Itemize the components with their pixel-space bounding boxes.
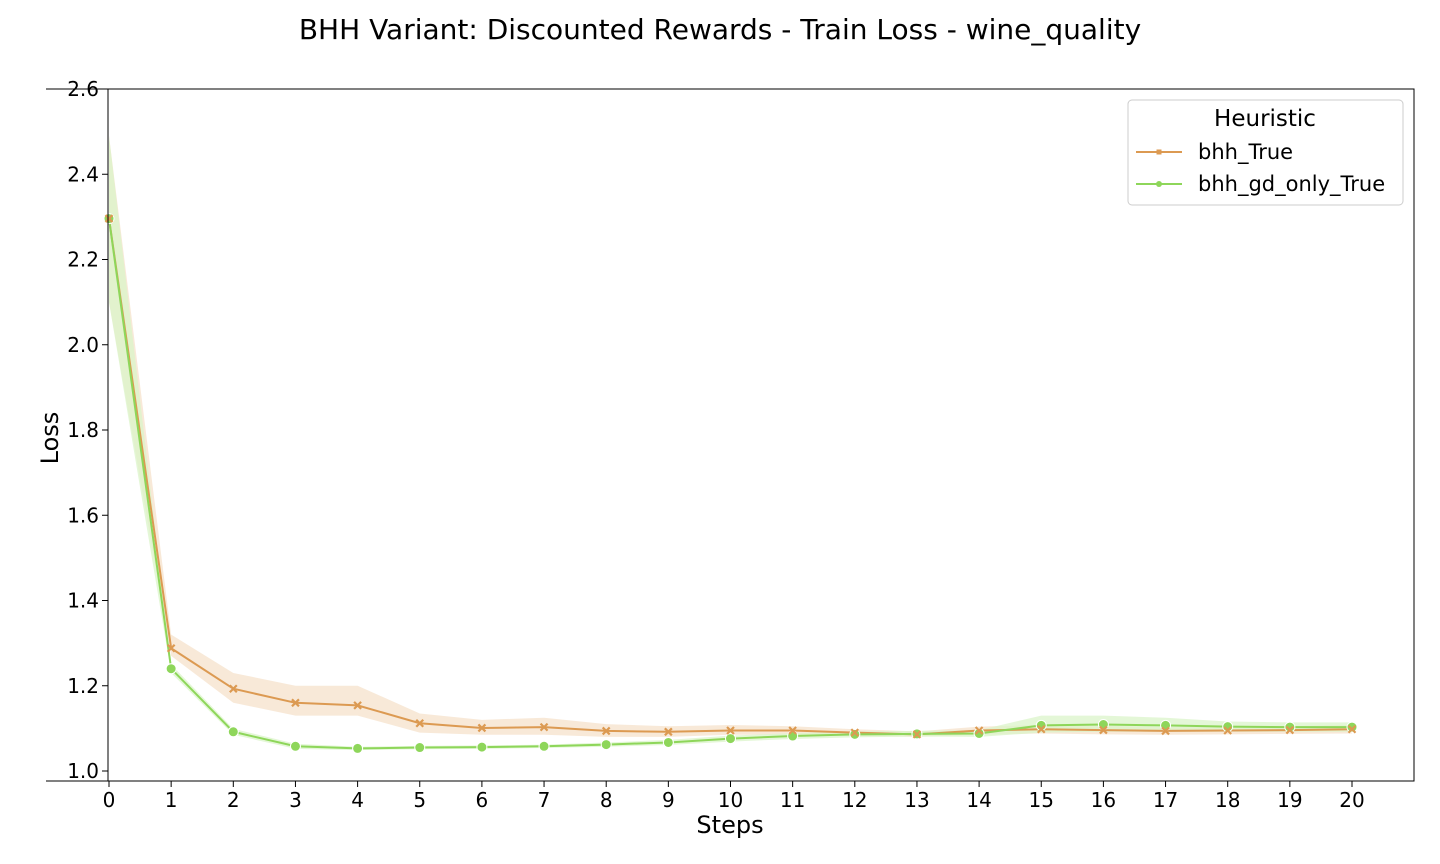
y-tick-label: 1.6 bbox=[67, 503, 99, 527]
x-axis-label: Steps bbox=[696, 811, 763, 839]
band-bhh-True bbox=[109, 135, 1352, 737]
point-bhh-True-10 bbox=[726, 726, 735, 735]
point-bhh-True-5 bbox=[415, 718, 425, 728]
point-bhh-True-8 bbox=[601, 726, 611, 736]
point-bhh-gd-only-True-6 bbox=[476, 741, 488, 753]
x-tick-label: 9 bbox=[662, 788, 675, 812]
y-tick-label: 1.0 bbox=[67, 759, 99, 783]
x-tick-label: 4 bbox=[351, 788, 364, 812]
point-bhh-gd-only-True-4 bbox=[352, 742, 364, 754]
x-tick-label: 14 bbox=[966, 788, 991, 812]
point-bhh-True-16 bbox=[1099, 725, 1108, 735]
x-tick-label: 3 bbox=[289, 788, 302, 812]
x-tick-label: 5 bbox=[413, 788, 426, 812]
point-bhh-True-7 bbox=[539, 722, 549, 732]
chart-title: BHH Variant: Discounted Rewards - Train … bbox=[299, 13, 1141, 46]
point-bhh-gd-only-True-5 bbox=[414, 742, 426, 754]
legend-box bbox=[1127, 99, 1404, 206]
x-tick-label: 18 bbox=[1215, 788, 1240, 812]
line-bhh-gd-only-True bbox=[108, 218, 1352, 750]
y-tick-label: 2.6 bbox=[67, 77, 99, 101]
point-bhh-gd-only-True-8 bbox=[600, 739, 612, 751]
x-tick-label: 10 bbox=[718, 788, 743, 812]
x-tick-label: 12 bbox=[842, 788, 867, 812]
point-bhh-gd-only-True-2 bbox=[227, 726, 239, 738]
y-axis-ticks: 1.0 1.2 1.4 1.6 1.8 2.0 2.2 2.4 2.6 bbox=[67, 77, 108, 783]
point-bhh-gd-only-True-9 bbox=[662, 736, 674, 748]
legend-entries: bhh_True bhh_gd_only_True bbox=[1136, 140, 1385, 197]
point-bhh-True-15 bbox=[1036, 724, 1046, 734]
legend-label-bhh-True: bhh_True bbox=[1198, 140, 1293, 165]
x-axis-ticks: 0 1 2 3 4 5 6 7 8 9 10 11 12 13 14 15 16 17 18 19 20 bbox=[103, 781, 1365, 812]
y-tick-label: 2.2 bbox=[67, 248, 99, 272]
point-bhh-True-3 bbox=[291, 698, 300, 708]
point-bhh-True-18 bbox=[1223, 726, 1232, 735]
confidence-bands bbox=[109, 135, 1352, 751]
point-bhh-True-11 bbox=[788, 726, 797, 735]
plot-frame bbox=[107, 88, 1415, 782]
x-tick-label: 16 bbox=[1091, 788, 1116, 812]
x-tick-label: 1 bbox=[165, 788, 178, 812]
x-tick-label: 20 bbox=[1339, 788, 1364, 812]
point-bhh-gd-only-True-20 bbox=[1346, 721, 1358, 733]
x-tick-label: 15 bbox=[1029, 788, 1054, 812]
line-bhh-True bbox=[108, 218, 1353, 736]
point-bhh-True-19 bbox=[1285, 725, 1295, 735]
point-bhh-True-12 bbox=[850, 728, 860, 737]
point-bhh-gd-only-True-19 bbox=[1284, 721, 1296, 733]
point-bhh-True-17 bbox=[1161, 726, 1170, 736]
y-tick-label: 1.8 bbox=[67, 418, 99, 442]
y-tick-label: 1.4 bbox=[67, 589, 99, 613]
x-tick-label: 6 bbox=[476, 788, 489, 812]
legend-marker-bhh-True bbox=[1156, 149, 1162, 155]
series-markers bbox=[103, 213, 1358, 754]
legend-marker-bhh-gd-only-True bbox=[1156, 181, 1162, 187]
x-tick-label: 11 bbox=[780, 788, 805, 812]
y-axis-label: Loss bbox=[36, 412, 64, 465]
point-bhh-True-2 bbox=[229, 684, 238, 694]
point-bhh-gd-only-True-7 bbox=[538, 740, 550, 752]
x-tick-label: 17 bbox=[1153, 788, 1178, 812]
point-bhh-True-20 bbox=[1347, 724, 1357, 734]
band-bhh-gd-only-True bbox=[109, 135, 1352, 751]
point-bhh-True-4 bbox=[353, 701, 362, 710]
x-tick-label: 2 bbox=[227, 788, 240, 812]
x-tick-label: 8 bbox=[600, 788, 613, 812]
point-bhh-True-13 bbox=[912, 730, 922, 739]
x-tick-label: 7 bbox=[538, 788, 551, 812]
point-bhh-True-6 bbox=[477, 723, 487, 733]
point-bhh-gd-only-True-3 bbox=[289, 740, 301, 752]
point-bhh-True-14 bbox=[974, 726, 984, 735]
point-bhh-gd-only-True-14 bbox=[973, 727, 985, 739]
point-bhh-True-0 bbox=[104, 214, 114, 223]
point-bhh-True-9 bbox=[664, 727, 673, 737]
y-tick-label: 1.2 bbox=[67, 674, 99, 698]
legend-label-bhh-gd-only-True: bhh_gd_only_True bbox=[1198, 172, 1385, 197]
legend: Heuristic bhh_True bhh_gd_only_True bbox=[1127, 99, 1404, 206]
x-tick-label: 0 bbox=[103, 788, 116, 812]
y-tick-label: 2.0 bbox=[67, 333, 99, 357]
x-tick-label: 19 bbox=[1277, 788, 1302, 812]
series-lines bbox=[108, 218, 1353, 750]
point-bhh-True-1 bbox=[166, 643, 176, 653]
legend-title: Heuristic bbox=[1214, 106, 1316, 132]
point-bhh-gd-only-True-12 bbox=[849, 728, 861, 740]
point-bhh-gd-only-True-10 bbox=[725, 733, 736, 745]
x-tick-label: 13 bbox=[904, 788, 929, 812]
y-tick-label: 2.4 bbox=[67, 162, 99, 186]
point-bhh-gd-only-True-1 bbox=[165, 663, 177, 675]
